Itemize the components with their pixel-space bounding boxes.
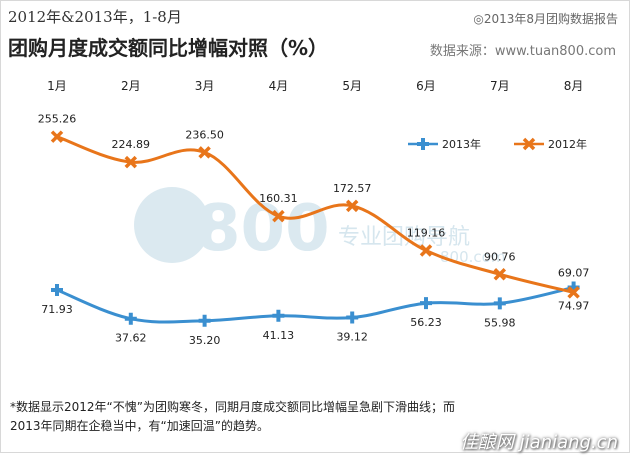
data-label: 74.97 bbox=[558, 299, 590, 312]
data-label: 55.98 bbox=[484, 316, 516, 329]
legend-label: 2013年 bbox=[442, 137, 481, 151]
x-tick-label: 6月 bbox=[416, 79, 436, 93]
data-label: 224.89 bbox=[112, 138, 151, 151]
x-axis-labels: 1月 2月 3月 4月 5月 6月 7月 8月 bbox=[47, 79, 583, 93]
data-point bbox=[494, 297, 506, 309]
data-label: 56.23 bbox=[410, 316, 442, 329]
watermark: 800 专业团购导航 800.com bbox=[134, 187, 505, 266]
data-label: 41.13 bbox=[263, 329, 295, 342]
legend-item: 2012年 bbox=[514, 137, 587, 151]
data-label: 255.26 bbox=[38, 113, 77, 126]
legend-marker bbox=[417, 138, 429, 150]
x-tick-label: 4月 bbox=[269, 79, 289, 93]
x-tick-label: 7月 bbox=[490, 79, 510, 93]
x-tick-label: 1月 bbox=[47, 79, 67, 93]
legend-item: 2013年 bbox=[408, 137, 481, 151]
legend: 2013年 2012年 bbox=[408, 137, 587, 151]
data-point bbox=[199, 315, 211, 327]
data-point bbox=[346, 311, 358, 323]
x-tick-label: 2月 bbox=[121, 79, 141, 93]
x-tick-label: 8月 bbox=[564, 79, 584, 93]
x-tick-label: 5月 bbox=[342, 79, 362, 93]
data-label: 119.16 bbox=[407, 227, 446, 240]
data-label: 160.31 bbox=[259, 192, 298, 205]
data-label: 35.20 bbox=[189, 334, 221, 347]
legend-label: 2012年 bbox=[548, 137, 587, 151]
x-tick-label: 3月 bbox=[195, 79, 215, 93]
data-label: 71.93 bbox=[41, 303, 73, 316]
data-label: 236.50 bbox=[185, 128, 224, 141]
line-chart: 800 专业团购导航 800.com 1月 2月 3月 4月 5月 6月 7月 8月 71.9… bbox=[0, 0, 632, 400]
data-label: 37.62 bbox=[115, 332, 147, 345]
data-point bbox=[51, 284, 63, 296]
data-label: 39.12 bbox=[336, 330, 368, 343]
corner-watermark: 佳酿网 jianiang.cn bbox=[460, 428, 618, 454]
data-label: 90.76 bbox=[484, 250, 516, 263]
series-2013: 71.93 37.62 35.20 41.13 39.12 56.23 55.98 74.97 bbox=[41, 281, 589, 346]
data-point bbox=[272, 310, 284, 322]
data-point bbox=[420, 297, 432, 309]
data-label: 69.07 bbox=[558, 266, 590, 279]
data-label: 172.57 bbox=[333, 182, 372, 195]
data-point bbox=[125, 313, 137, 325]
footnote-line-1: *数据显示2012年“不愧”为团购寒冬，同期月度成交额同比增幅呈急剧下滑曲线；而 bbox=[10, 398, 622, 417]
